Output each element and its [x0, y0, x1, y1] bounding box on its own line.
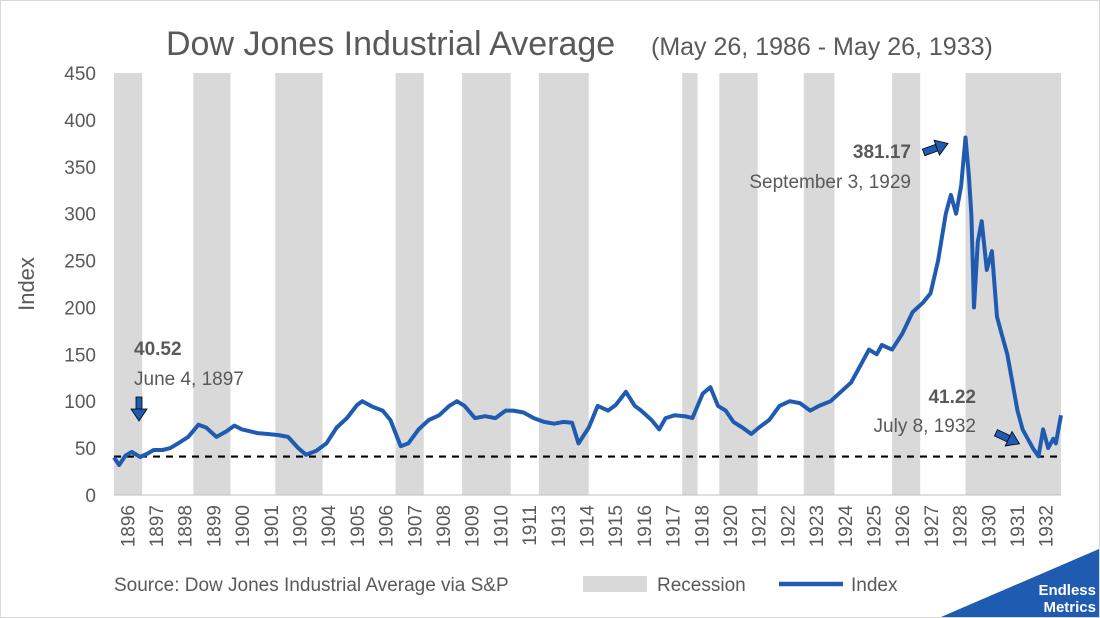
x-tick-label-13: 1910	[491, 505, 512, 547]
x-tick-label-2: 1898	[176, 505, 197, 547]
annotation-peak-value: 381.17	[853, 142, 911, 163]
annotation-low-1932-value: 41.22	[928, 387, 976, 408]
y-tick-label-400: 400	[64, 111, 96, 132]
x-axis-ticks: 1896 1897 1898 1899 1900 1901 1903 1904 1905 1906…	[118, 505, 1057, 548]
y-tick-label-250: 250	[64, 252, 96, 273]
x-tick-label-31: 1931	[1008, 505, 1029, 547]
x-tick-label-10: 1907	[405, 505, 426, 547]
x-tick-label-27: 1926	[893, 505, 914, 547]
x-tick-label-15: 1913	[549, 505, 570, 547]
x-tick-label-21: 1920	[721, 505, 742, 547]
annotation-low-1897-date: June 4, 1897	[134, 369, 244, 390]
y-tick-label-150: 150	[64, 345, 96, 366]
y-tick-label-50: 50	[75, 439, 96, 460]
x-tick-label-20: 1918	[692, 505, 713, 547]
annotation-low-1897-arrow	[130, 396, 148, 422]
x-tick-label-1: 1897	[147, 505, 168, 547]
x-tick-label-28: 1927	[922, 505, 943, 547]
legend-recession-label: Recession	[657, 575, 746, 596]
recession-band-8	[803, 73, 835, 495]
x-tick-label-12: 1909	[463, 505, 484, 547]
y-tick-label-450: 450	[64, 64, 96, 85]
x-tick-label-26: 1925	[864, 505, 885, 547]
x-tick-label-4: 1900	[233, 505, 254, 547]
y-tick-label-100: 100	[64, 392, 96, 413]
brand-logo: Endless Metrics	[941, 549, 1099, 617]
recession-band-2	[275, 73, 323, 495]
x-tick-label-14: 1911	[520, 505, 541, 546]
x-tick-label-7: 1904	[319, 505, 340, 548]
annotation-peak-date: September 3, 1929	[749, 172, 911, 193]
source-note: Source: Dow Jones Industrial Average via…	[114, 575, 509, 596]
x-tick-label-24: 1923	[807, 505, 828, 547]
x-tick-label-32: 1932	[1037, 505, 1058, 547]
x-tick-label-23: 1922	[778, 505, 799, 547]
x-tick-label-17: 1915	[606, 505, 627, 547]
recession-bands	[114, 73, 1061, 495]
x-tick-label-11: 1908	[434, 505, 455, 547]
x-tick-label-22: 1921	[750, 505, 771, 547]
brand-line1: Endless	[1038, 582, 1096, 599]
chart-title: Dow Jones Industrial Average	[166, 25, 615, 63]
recession-band-10	[965, 73, 1061, 495]
x-tick-label-6: 1903	[291, 505, 312, 547]
x-tick-label-19: 1917	[664, 505, 685, 547]
recession-band-4	[462, 73, 511, 495]
x-tick-label-9: 1906	[377, 505, 398, 547]
x-tick-label-0: 1896	[118, 505, 139, 547]
y-axis-ticks: 0 50 100 150 200 250 300 350 400 450	[64, 64, 96, 507]
x-tick-label-30: 1930	[979, 505, 1000, 547]
x-tick-label-25: 1924	[836, 505, 857, 548]
legend-index-label: Index	[851, 575, 898, 596]
legend-recession-swatch	[583, 576, 647, 592]
x-tick-label-16: 1914	[578, 505, 599, 548]
annotation-low-1932-arrow	[993, 429, 1021, 447]
annotation-peak-arrow	[921, 139, 949, 157]
recession-band-3	[395, 73, 424, 495]
y-axis-label: Index	[14, 257, 39, 311]
y-tick-label-350: 350	[64, 158, 96, 179]
annotation-low-1897-value: 40.52	[134, 339, 182, 360]
x-tick-label-5: 1901	[262, 505, 283, 547]
annotation-low-1932-date: July 8, 1932	[874, 416, 976, 437]
y-tick-label-200: 200	[64, 298, 96, 319]
recession-band-5	[538, 73, 589, 495]
brand-line2: Metrics	[1043, 599, 1096, 616]
recession-band-6	[682, 73, 698, 495]
x-tick-label-3: 1899	[204, 505, 225, 547]
recession-band-0	[114, 73, 143, 495]
x-tick-label-8: 1905	[348, 505, 369, 547]
chart-subtitle: (May 26, 1986 - May 26, 1933)	[651, 33, 993, 61]
x-tick-label-29: 1928	[951, 505, 972, 547]
recession-band-9	[892, 73, 921, 495]
x-tick-label-18: 1916	[635, 505, 656, 547]
series-line-index	[112, 135, 1063, 467]
y-tick-label-300: 300	[64, 205, 96, 226]
y-tick-label-0: 0	[85, 486, 96, 507]
